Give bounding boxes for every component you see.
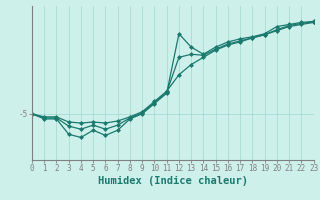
X-axis label: Humidex (Indice chaleur): Humidex (Indice chaleur) (98, 176, 248, 186)
